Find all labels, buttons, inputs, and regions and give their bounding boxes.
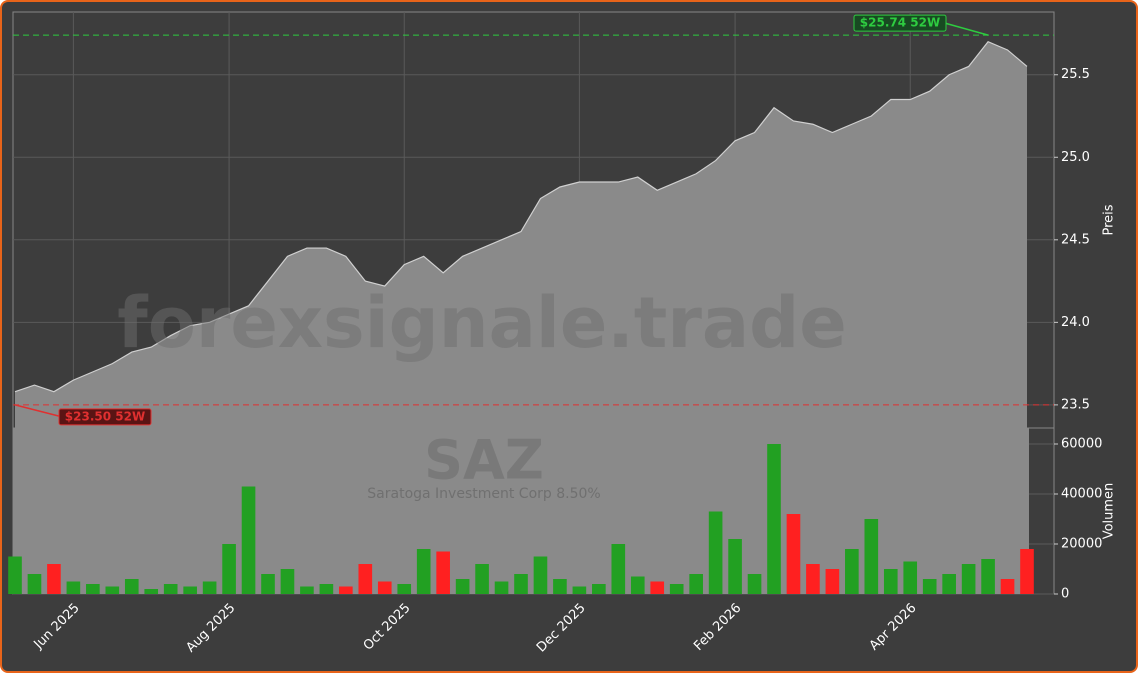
x-tick-label: Apr 2026 — [867, 601, 920, 654]
volume-bar — [144, 589, 159, 594]
volume-bar — [708, 511, 723, 594]
volume-bar — [630, 576, 645, 594]
watermark: forexsignale.trade — [117, 282, 846, 364]
volume-bar — [66, 581, 81, 594]
annotation-box — [853, 14, 947, 32]
y-tick-label: 40000 — [1061, 487, 1102, 502]
volume-bg — [13, 428, 1029, 594]
volume-bar — [358, 564, 373, 594]
volume-bar — [261, 574, 275, 594]
y-axis-label: Preis — [1102, 204, 1117, 235]
volume-bar — [806, 564, 820, 594]
x-tick-label: Oct 2025 — [361, 601, 414, 654]
annotation-arrow — [944, 22, 989, 36]
volume-bar — [903, 561, 918, 594]
volume-bar — [669, 584, 684, 594]
volume-bar — [572, 586, 587, 594]
volume-bar — [825, 569, 840, 594]
volume-bar — [280, 569, 295, 594]
y-tick-label: 0 — [1061, 587, 1069, 602]
volume-bar — [241, 486, 256, 594]
volume-bar — [592, 584, 606, 594]
volume-bar — [864, 519, 879, 594]
volume-bar — [475, 564, 489, 594]
volume-bar — [728, 539, 742, 594]
price-line — [14, 40, 1028, 393]
volume-bar — [300, 586, 314, 594]
volume-bar — [650, 581, 665, 594]
x-tick-label: Feb 2026 — [691, 601, 744, 654]
volume-bar — [981, 559, 995, 594]
volume-bar — [163, 584, 178, 594]
volume-bar — [416, 549, 431, 594]
x-tick-label: Jun 2025 — [31, 601, 83, 653]
volume-bar — [105, 586, 120, 594]
volume-bar — [27, 574, 42, 594]
volume-bar — [436, 551, 450, 594]
x-tick-label: Aug 2025 — [184, 601, 239, 656]
x-tick-label: Dec 2025 — [534, 601, 589, 656]
volume-bar — [124, 579, 139, 594]
volume-bar — [86, 584, 100, 594]
volume-bar — [397, 584, 412, 594]
y-tick-label: 25.0 — [1061, 150, 1090, 165]
annotation: $23.50 52W — [65, 409, 145, 423]
volume-bar — [845, 549, 859, 594]
volume-bar — [767, 444, 781, 594]
volume-bar — [183, 586, 197, 594]
volume-bar — [319, 584, 334, 594]
volume-bar — [883, 569, 898, 594]
volume-bar — [922, 579, 937, 594]
volume-bar — [377, 581, 392, 594]
volume-bar — [494, 581, 509, 594]
y-tick-label: 20000 — [1061, 537, 1102, 552]
price-area — [15, 41, 1027, 428]
annotation: $25.74 52W — [860, 16, 940, 30]
volume-bar — [611, 544, 626, 594]
volume-bar — [786, 514, 801, 594]
volume-bar — [961, 564, 976, 594]
volume-bar — [553, 579, 567, 594]
y-tick-label: 23.5 — [1061, 397, 1090, 412]
volume-bar — [1020, 549, 1034, 594]
y-axis-label: Volumen — [1102, 483, 1117, 540]
annotation-arrow — [14, 404, 63, 418]
volume-bar — [514, 574, 528, 594]
volume-bar — [222, 544, 236, 594]
annotation-box — [58, 408, 152, 426]
volume-bar — [47, 564, 61, 594]
volume-bar — [202, 581, 217, 594]
volume-bar — [455, 579, 470, 594]
volume-bar — [1000, 579, 1015, 594]
y-tick-label: 25.5 — [1061, 67, 1090, 82]
volume-bar — [689, 574, 703, 594]
volume-bar — [339, 586, 353, 594]
subtitle-watermark: Saratoga Investment Corp 8.50% — [367, 486, 600, 502]
volume-bar — [942, 574, 956, 594]
volume-bar — [8, 556, 22, 594]
y-tick-label: 24.5 — [1061, 232, 1090, 247]
ticker-watermark: SAZ — [424, 429, 544, 492]
y-tick-label: 60000 — [1061, 437, 1102, 452]
y-tick-label: 24.0 — [1061, 315, 1090, 330]
volume-bar — [747, 574, 762, 594]
volume-bar — [533, 556, 548, 594]
